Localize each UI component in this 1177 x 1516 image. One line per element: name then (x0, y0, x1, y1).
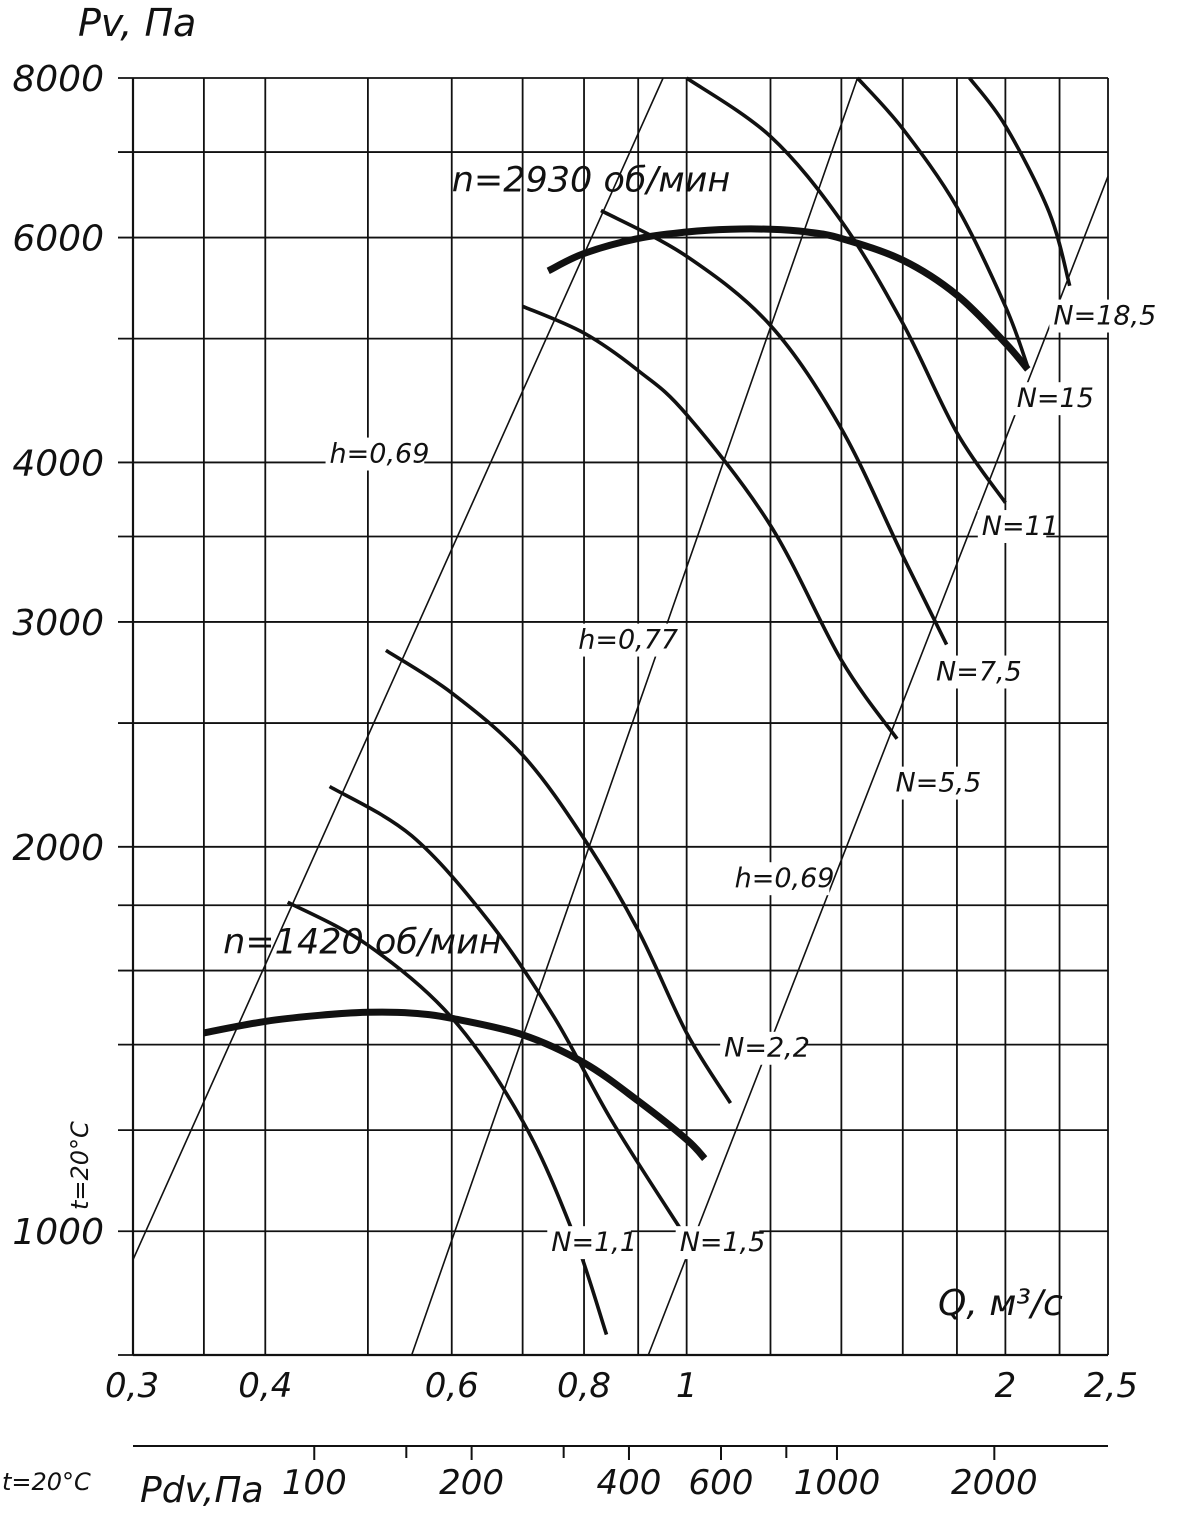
y-tick-label-3000: 3000 (12, 603, 104, 644)
power-curve-n-1-5 (328, 784, 684, 1233)
label-n-11: N=11 (982, 511, 1059, 542)
label-n-18-5-bg (1049, 299, 1149, 333)
label-efficiency-1-bg (325, 437, 425, 471)
label-n-1-5: N=1,5 (680, 1227, 766, 1258)
power-curve-n-2-2 (384, 648, 733, 1105)
curve-labels: N=1,1 N=1,5 N=2,2 N=5,5 N=7,5 N=11 N=15 N=18,5 h… (223, 160, 1156, 1260)
power-curve-n-5-5 (521, 304, 899, 740)
x-tick-label-2: 2 (995, 1366, 1017, 1406)
label-efficiency-1: h=0,69 (330, 438, 430, 469)
y-tick-label-6000: 6000 (12, 219, 104, 260)
power-curves (286, 76, 1072, 1336)
power-curve-n-7-5 (600, 208, 949, 646)
temperature-label-bottom: t=20°C (2, 1468, 91, 1496)
label-n-7-5-bg (932, 655, 1016, 689)
label-n-1420: n=1420 об/мин (223, 923, 502, 963)
power-curve-n-18-5 (968, 76, 1072, 287)
efficiency-line-2 (410, 77, 859, 1356)
label-efficiency-3-bg (730, 862, 830, 896)
label-efficiency-2: h=0,77 (578, 624, 678, 655)
label-n-7-5: N=7,5 (936, 656, 1022, 687)
efficiency-line-1 (132, 77, 664, 1261)
x-axis-title: Q, м³/с (938, 1283, 1063, 1324)
label-efficiency-3: h=0,69 (735, 863, 835, 894)
fan-curve-n-2930 (546, 225, 1031, 372)
y-axis-title: Pv, Па (78, 1, 196, 45)
label-n-1-1-bg (547, 1226, 631, 1260)
label-n-1-5-bg (675, 1226, 760, 1260)
x-tick-label-0-8: 0,8 (557, 1366, 611, 1406)
secondary-axis-title: Pdv,Па (140, 1470, 264, 1511)
x-tick-label-0-4: 0,4 (238, 1366, 292, 1406)
grid (118, 77, 1109, 1356)
secondary-tick-label-1000: 1000 (794, 1463, 881, 1503)
label-n-2-2-bg (720, 1031, 804, 1065)
axis-ticks: 1000 2000 3000 4000 6000 8000 0,3 0,4 0,6 0,8 1 2 2,… (12, 59, 1138, 1406)
label-n-18-5: N=18,5 (1053, 300, 1156, 331)
label-n-15-bg (1012, 382, 1082, 416)
power-curve-n-15 (856, 76, 1030, 368)
label-n-2-2: N=2,2 (724, 1033, 810, 1064)
fan-curve-n-1420 (203, 1008, 708, 1161)
secondary-tick-label-100: 100 (282, 1463, 347, 1503)
secondary-tick-label-200: 200 (439, 1463, 504, 1503)
secondary-tick-label-2000: 2000 (951, 1463, 1038, 1503)
efficiency-line-3 (647, 176, 1109, 1356)
secondary-tick-label-600: 600 (689, 1463, 754, 1503)
y-tick-label-1000: 1000 (12, 1212, 104, 1253)
power-curve-n-1-1 (286, 900, 609, 1336)
temperature-label: t=20°C (66, 1121, 94, 1210)
x-tick-label-2-5: 2,5 (1084, 1366, 1138, 1406)
x-tick-label-0-3: 0,3 (105, 1366, 159, 1406)
label-efficiency-2-bg (574, 623, 673, 657)
label-n-11-bg (977, 510, 1047, 543)
fan-curves (203, 225, 1031, 1161)
y-tick-label-8000: 8000 (12, 59, 104, 100)
secondary-axis: 100 200 400 600 1000 2000 (133, 1445, 1108, 1503)
power-curve-n-11 (685, 76, 1007, 504)
label-n-5-5-bg (891, 766, 976, 800)
label-n-5-5: N=5,5 (896, 767, 982, 798)
y-tick-label-4000: 4000 (12, 443, 104, 484)
efficiency-lines (132, 77, 1109, 1356)
x-tick-label-1: 1 (676, 1366, 698, 1406)
label-n-2930: n=2930 об/мин (452, 160, 731, 200)
x-tick-label-0-6: 0,6 (425, 1366, 479, 1406)
label-n-15: N=15 (1017, 383, 1094, 414)
secondary-tick-label-400: 400 (597, 1463, 662, 1503)
y-tick-label-2000: 2000 (12, 828, 104, 869)
label-n-1-1: N=1,1 (551, 1227, 637, 1258)
plot-frame (131, 78, 1108, 1357)
